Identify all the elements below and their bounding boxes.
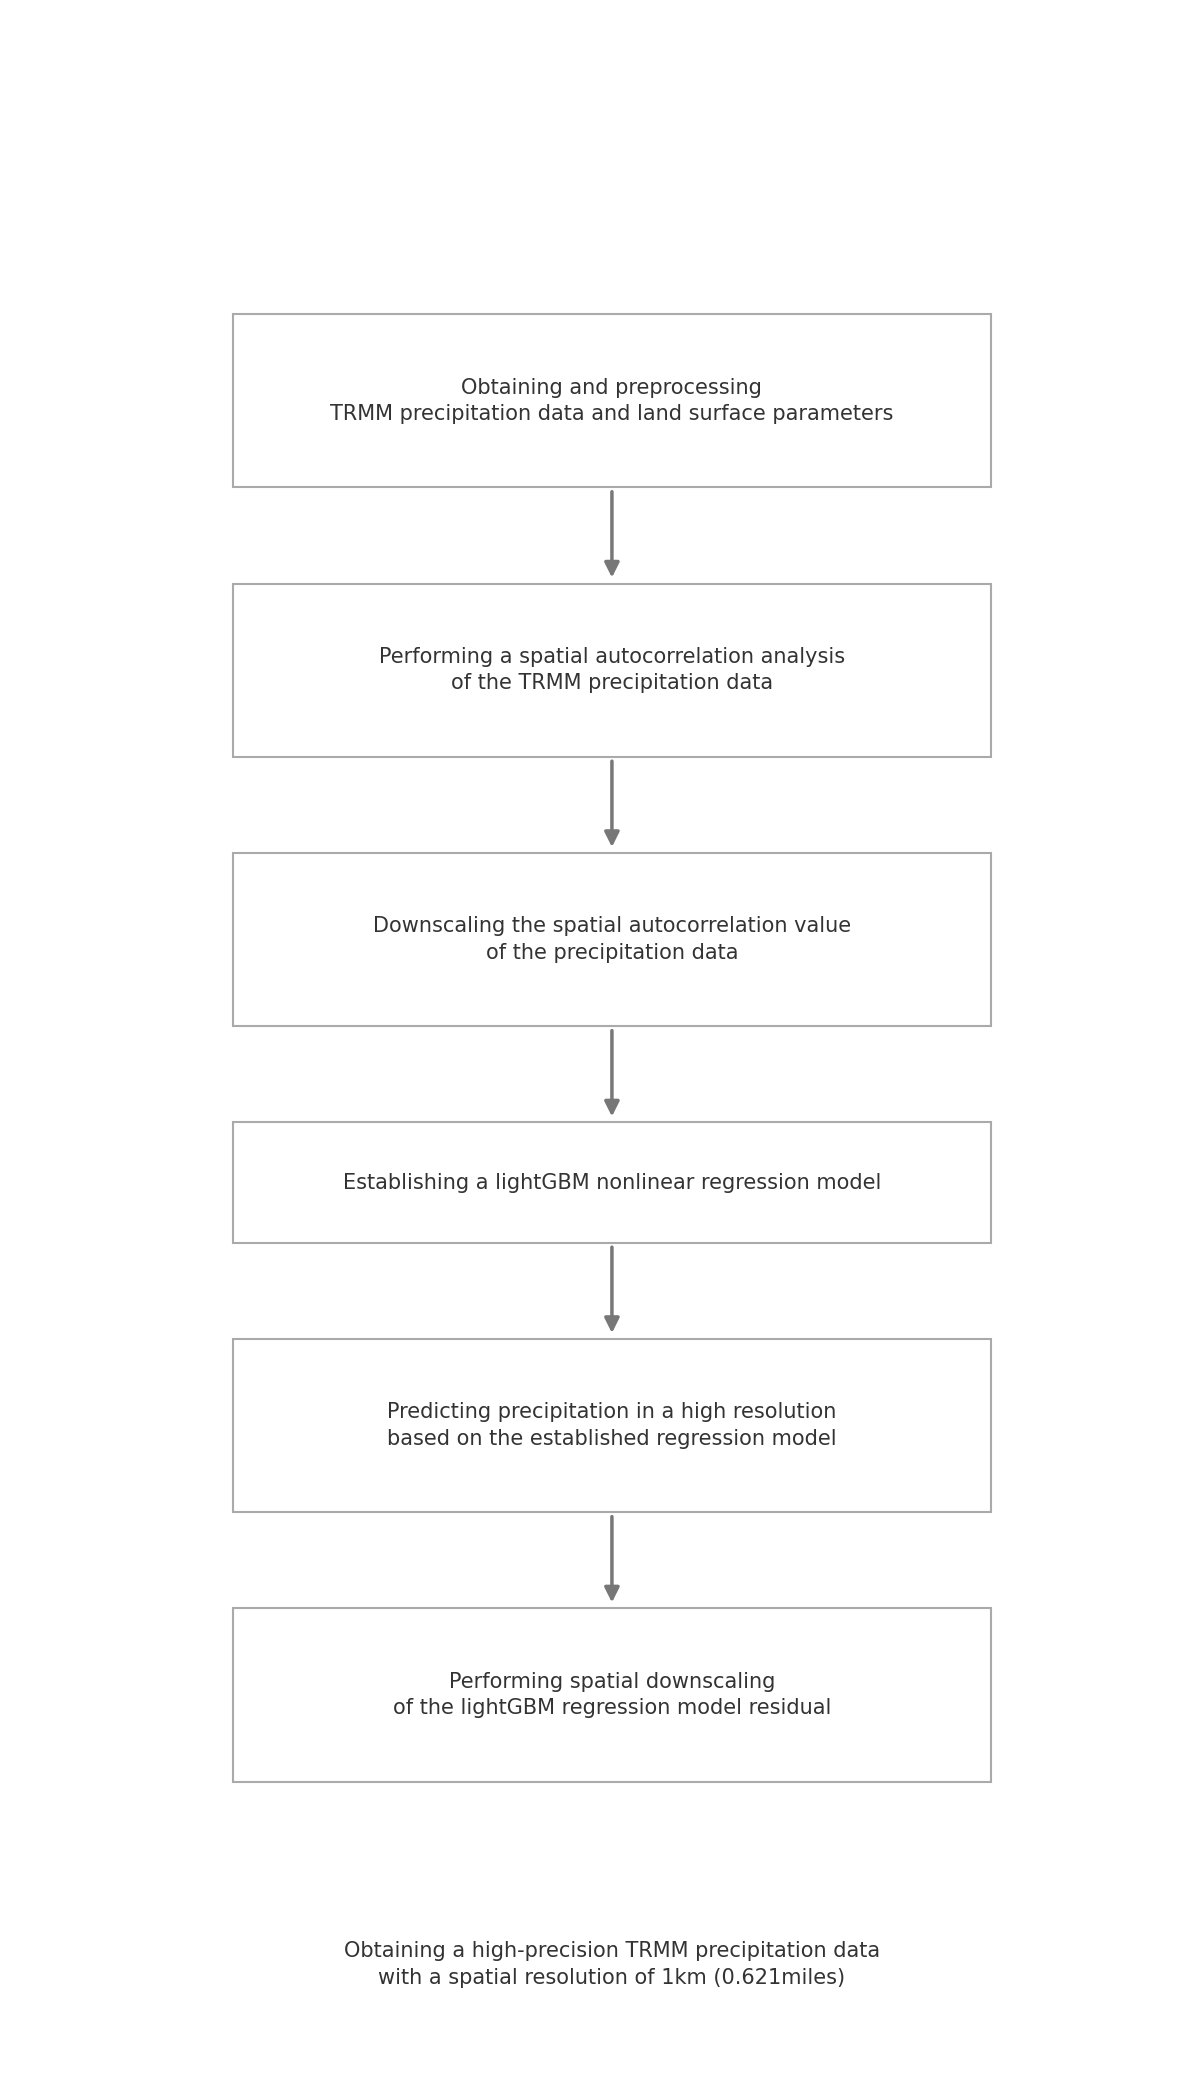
FancyBboxPatch shape — [233, 583, 991, 756]
Text: Downscaling the spatial autocorrelation value
of the precipitation data: Downscaling the spatial autocorrelation … — [373, 917, 851, 962]
FancyBboxPatch shape — [233, 1608, 991, 1781]
FancyBboxPatch shape — [233, 1339, 991, 1512]
Text: Performing spatial downscaling
of the lightGBM regression model residual: Performing spatial downscaling of the li… — [393, 1673, 831, 1718]
Text: Obtaining a high-precision TRMM precipitation data
with a spatial resolution of : Obtaining a high-precision TRMM precipit… — [344, 1941, 880, 1987]
Text: Performing a spatial autocorrelation analysis
of the TRMM precipitation data: Performing a spatial autocorrelation ana… — [378, 648, 845, 694]
FancyBboxPatch shape — [233, 1879, 991, 2052]
FancyBboxPatch shape — [233, 854, 991, 1027]
Text: Predicting precipitation in a high resolution
based on the established regressio: Predicting precipitation in a high resol… — [387, 1402, 837, 1450]
Text: Establishing a lightGBM nonlinear regression model: Establishing a lightGBM nonlinear regres… — [343, 1173, 881, 1194]
FancyBboxPatch shape — [233, 315, 991, 487]
Text: Obtaining and preprocessing
TRMM precipitation data and land surface parameters: Obtaining and preprocessing TRMM precipi… — [331, 377, 893, 425]
FancyBboxPatch shape — [233, 1123, 991, 1244]
